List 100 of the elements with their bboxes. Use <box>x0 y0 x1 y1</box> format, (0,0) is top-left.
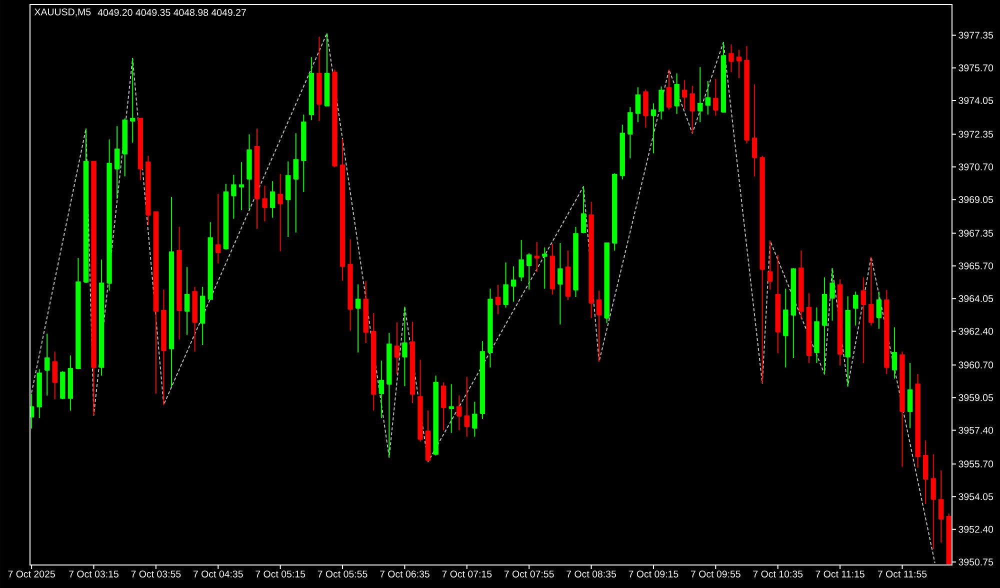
candlestick <box>518 239 524 282</box>
chart-subtitle: 4049.20 4049.35 4048.98 4049.27 <box>98 9 246 16</box>
candlestick <box>573 226 578 298</box>
candlestick <box>830 268 835 322</box>
candlestick <box>775 254 780 354</box>
candlestick <box>254 128 260 230</box>
y-tick-label: 3964.05 <box>958 295 994 302</box>
candlestick <box>130 58 136 144</box>
candlestick <box>510 266 516 302</box>
candlestick <box>161 288 166 406</box>
candlestick <box>52 351 58 400</box>
x-tick-label: 7 Oct 07:55 <box>504 570 554 578</box>
x-tick-label: 7 Oct 03:15 <box>69 570 118 578</box>
x-tick-label: 7 Oct 11:15 <box>816 570 864 578</box>
candlestick <box>922 440 928 504</box>
candlestick <box>91 160 96 416</box>
candlestick <box>480 340 486 420</box>
candlestick <box>76 258 81 370</box>
candlestick <box>658 86 664 120</box>
candlestick <box>806 292 812 364</box>
y-tick-label: 3970.70 <box>958 163 994 170</box>
candlestick <box>495 284 501 315</box>
candlestick <box>348 238 353 332</box>
candlestick <box>596 290 602 362</box>
candlestick <box>674 72 680 114</box>
candlestick <box>448 384 454 434</box>
x-tick-label: 7 Oct 06:35 <box>380 570 430 578</box>
candlestick <box>705 80 710 116</box>
candlestick <box>316 36 322 122</box>
candlestick <box>884 289 890 375</box>
candlestick <box>814 307 820 364</box>
candlestick <box>588 201 594 319</box>
candlestick <box>138 118 143 181</box>
y-tick-label: 3955.70 <box>958 460 994 468</box>
candlestick <box>620 124 625 180</box>
y-tick-label: 3969.05 <box>958 196 994 204</box>
x-tick-label: 7 Oct 09:15 <box>628 570 678 578</box>
y-tick-label: 3950.75 <box>958 558 994 566</box>
candlestick <box>456 394 462 431</box>
candlestick <box>915 374 920 468</box>
candlestick <box>534 241 540 272</box>
y-tick-label: 3967.35 <box>958 230 994 237</box>
candlestick <box>184 266 190 336</box>
x-tick-label: 7 Oct 07:15 <box>442 570 492 578</box>
candlestick <box>216 194 221 264</box>
candlestick <box>736 49 742 79</box>
candlestick <box>286 160 291 238</box>
candlestick <box>542 247 548 290</box>
candlestick <box>440 382 446 431</box>
candlestick <box>728 44 734 73</box>
x-tick-label: 7 Oct 10:35 <box>753 570 803 578</box>
candlestick <box>907 362 913 429</box>
candlestick <box>558 242 563 325</box>
x-tick-label: 7 Oct 2025 <box>8 570 55 578</box>
candlestick <box>340 138 346 282</box>
y-tick-label: 3960.70 <box>958 362 994 368</box>
y-tick-label: 3965.70 <box>958 262 994 270</box>
candlestick <box>394 322 400 375</box>
candlestick <box>433 375 438 456</box>
candlestick <box>301 114 306 193</box>
y-tick-label: 3952.40 <box>958 526 994 533</box>
candlestick <box>698 66 703 123</box>
candlestick <box>488 288 493 368</box>
candlestick <box>604 242 610 324</box>
candlestick <box>363 280 368 344</box>
x-tick-label: 7 Oct 09:55 <box>691 570 740 578</box>
candlestick <box>767 240 773 290</box>
candlestick <box>68 354 74 412</box>
candlestick <box>425 410 431 462</box>
y-tick-label: 3957.40 <box>958 426 994 434</box>
candlestick <box>83 128 89 284</box>
candlestick <box>146 155 151 226</box>
candlestick <box>168 196 174 388</box>
candlestick <box>635 86 641 123</box>
candlestick <box>355 284 361 353</box>
candlestick <box>176 226 182 340</box>
candlestick <box>580 186 586 234</box>
candlestick <box>550 243 556 295</box>
candlestick <box>876 291 882 330</box>
candlestick <box>106 139 112 292</box>
candlestick <box>324 32 330 106</box>
candlestick <box>378 360 384 419</box>
candlestick <box>853 291 858 326</box>
candlestick <box>472 401 478 438</box>
x-tick-label: 7 Oct 05:15 <box>256 570 306 578</box>
candlestick <box>192 286 198 352</box>
candlestick <box>868 256 874 326</box>
candlestick <box>783 288 788 368</box>
y-tick-label: 3975.70 <box>958 64 994 72</box>
candlestick <box>464 376 470 438</box>
x-tick-label: 7 Oct 11:55 <box>878 570 927 578</box>
candlestick <box>860 276 866 364</box>
candlestick <box>752 84 758 177</box>
candlestick <box>682 80 688 110</box>
candlestick <box>410 321 416 404</box>
x-tick-label: 7 Oct 04:35 <box>193 570 243 578</box>
y-tick-label: 3962.40 <box>958 328 994 335</box>
candlestick <box>892 326 898 380</box>
line-series <box>31 32 936 564</box>
candlestick <box>798 250 804 320</box>
